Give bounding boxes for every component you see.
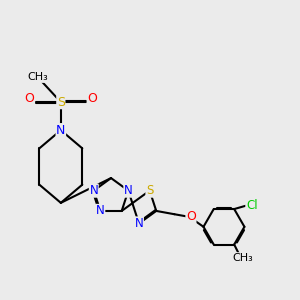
Text: O: O bbox=[25, 92, 34, 105]
Text: S: S bbox=[146, 184, 153, 197]
Text: O: O bbox=[186, 210, 196, 224]
Text: N: N bbox=[89, 184, 98, 197]
Text: N: N bbox=[135, 217, 143, 230]
Text: N: N bbox=[56, 124, 65, 137]
Text: CH₃: CH₃ bbox=[232, 253, 253, 263]
Text: N: N bbox=[96, 204, 105, 218]
Text: O: O bbox=[87, 92, 97, 105]
Text: N: N bbox=[124, 184, 133, 197]
Text: S: S bbox=[57, 96, 65, 109]
Text: Cl: Cl bbox=[246, 199, 257, 212]
Text: CH₃: CH₃ bbox=[27, 72, 48, 82]
